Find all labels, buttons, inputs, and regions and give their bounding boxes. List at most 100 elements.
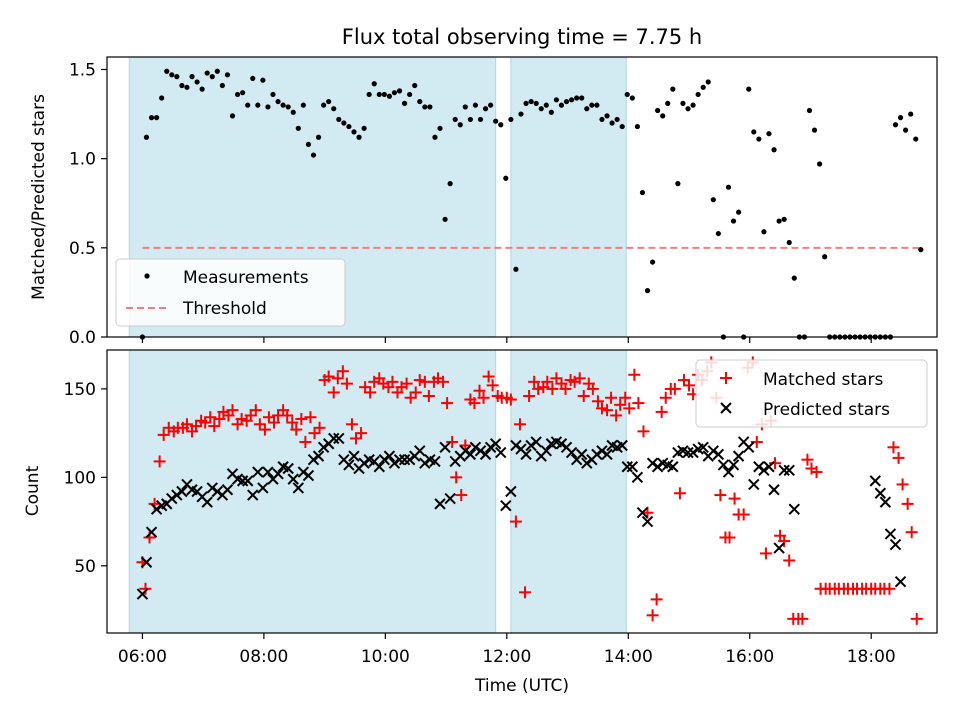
predicted-point-b — [419, 457, 431, 469]
matched-point-132 — [737, 508, 750, 521]
measurement-point-34 — [310, 152, 317, 158]
measurement-point-70 — [493, 118, 499, 124]
measurement-point-13 — [204, 70, 210, 76]
measurement-point-71 — [498, 122, 504, 128]
predicted-point-97 — [626, 461, 639, 473]
matched-point-73 — [468, 397, 481, 410]
measurement-point-72 — [503, 175, 509, 181]
matched-point-168 — [901, 497, 914, 510]
predicted-point-88 — [581, 457, 593, 469]
predicted-point-8 — [176, 485, 188, 498]
matched-point-100 — [591, 395, 604, 408]
predicted-point-72 — [500, 499, 512, 512]
matched-point-66 — [437, 375, 450, 388]
predicted-point-44 — [358, 457, 370, 469]
predicted-point-b — [682, 446, 694, 459]
predicted-point-51 — [393, 453, 406, 466]
predicted-point-b — [363, 453, 375, 466]
matched-point-55 — [386, 375, 399, 388]
measurement-point-67 — [477, 116, 484, 123]
predicted-point-117 — [727, 459, 740, 471]
measurement-point-4 — [159, 95, 165, 101]
predicted-point-48 — [378, 453, 391, 466]
predicted-point-33 — [302, 469, 315, 482]
measurement-point-134 — [816, 161, 823, 167]
measurement-point-129 — [791, 275, 797, 281]
predicted-point-124 — [763, 461, 775, 473]
predicted-point-b — [221, 484, 234, 496]
measurement-point-77 — [528, 98, 534, 105]
measurement-point-8 — [179, 82, 185, 89]
xtick-label-2: 10:00 — [361, 647, 410, 667]
predicted-point-b — [424, 453, 436, 466]
xtick-label-0: 06:00 — [118, 647, 167, 667]
measurement-point-10 — [189, 74, 195, 80]
matched-point-127 — [714, 489, 727, 502]
matched-point-110 — [637, 425, 650, 438]
measurement-point-37 — [326, 98, 332, 105]
measurement-point-126 — [776, 218, 782, 224]
measurement-point-60 — [442, 216, 448, 222]
matched-point-104 — [610, 409, 623, 422]
measurement-point-9 — [184, 84, 190, 90]
matched-point-58 — [400, 377, 413, 390]
predicted-point-91 — [596, 445, 608, 457]
predicted-point-b — [252, 466, 264, 478]
predicted-point-67 — [474, 445, 487, 457]
measurement-point-120 — [746, 86, 752, 92]
predicted-point-47 — [373, 461, 385, 473]
predicted-point-b — [879, 496, 892, 508]
matched-point-32 — [281, 409, 294, 422]
predicted-point-b — [520, 448, 532, 461]
matched-point-12 — [190, 420, 203, 433]
predicted-point-b — [429, 455, 441, 468]
predicted-point-b — [783, 464, 795, 476]
measurement-point-21 — [245, 102, 251, 108]
matched-point-86 — [528, 375, 541, 388]
matched-point-87 — [532, 382, 545, 395]
measurement-point-40 — [341, 120, 347, 126]
matched-point-113 — [650, 593, 663, 606]
predicted-point-b — [495, 446, 507, 459]
predicted-point-b — [201, 496, 213, 508]
predicted-point-b — [667, 461, 679, 473]
matched-point-130 — [728, 492, 741, 505]
measurement-point-112 — [705, 79, 711, 85]
matched-point-112 — [646, 609, 659, 622]
legend-label-measurements: Measurements — [183, 268, 309, 288]
matched-point-39 — [313, 421, 326, 434]
matched-point-49 — [359, 381, 372, 394]
predicted-point-71 — [495, 446, 507, 459]
measurement-point-87 — [579, 95, 585, 101]
predicted-point-b — [373, 461, 385, 473]
measurement-point-74 — [513, 266, 519, 272]
predicted-point-24 — [257, 482, 269, 494]
measurement-point-75 — [518, 111, 524, 117]
matched-point-103 — [605, 391, 618, 404]
predicted-point-b — [226, 468, 239, 480]
predicted-point-61 — [444, 492, 456, 505]
measurement-point-107 — [680, 100, 686, 106]
matched-point-38 — [308, 427, 321, 440]
measurement-point-61 — [447, 181, 453, 187]
top-ytick-label-1: 0.5 — [69, 239, 96, 259]
xtick-label-6: 18:00 — [847, 647, 896, 667]
predicted-point-21 — [241, 475, 254, 487]
predicted-point-109 — [687, 446, 699, 459]
predicted-point-b — [748, 478, 760, 491]
predicted-point-b — [737, 436, 750, 448]
predicted-point-b — [510, 439, 522, 452]
matched-point-105 — [614, 398, 627, 411]
matched-point-24 — [244, 409, 257, 422]
bottom-legend: Matched stars Predicted stars — [695, 359, 928, 428]
measurement-point-101 — [649, 259, 656, 265]
predicted-point-b — [150, 503, 163, 515]
matched-point-5 — [157, 428, 170, 441]
matched-point-50 — [364, 386, 377, 399]
matched-point-83 — [513, 418, 526, 431]
measurement-point-149 — [892, 122, 899, 128]
measurement-point-91 — [599, 116, 605, 123]
matched-point-115 — [659, 391, 672, 404]
measurement-point-108 — [685, 106, 691, 112]
predicted-point-118 — [732, 450, 745, 462]
